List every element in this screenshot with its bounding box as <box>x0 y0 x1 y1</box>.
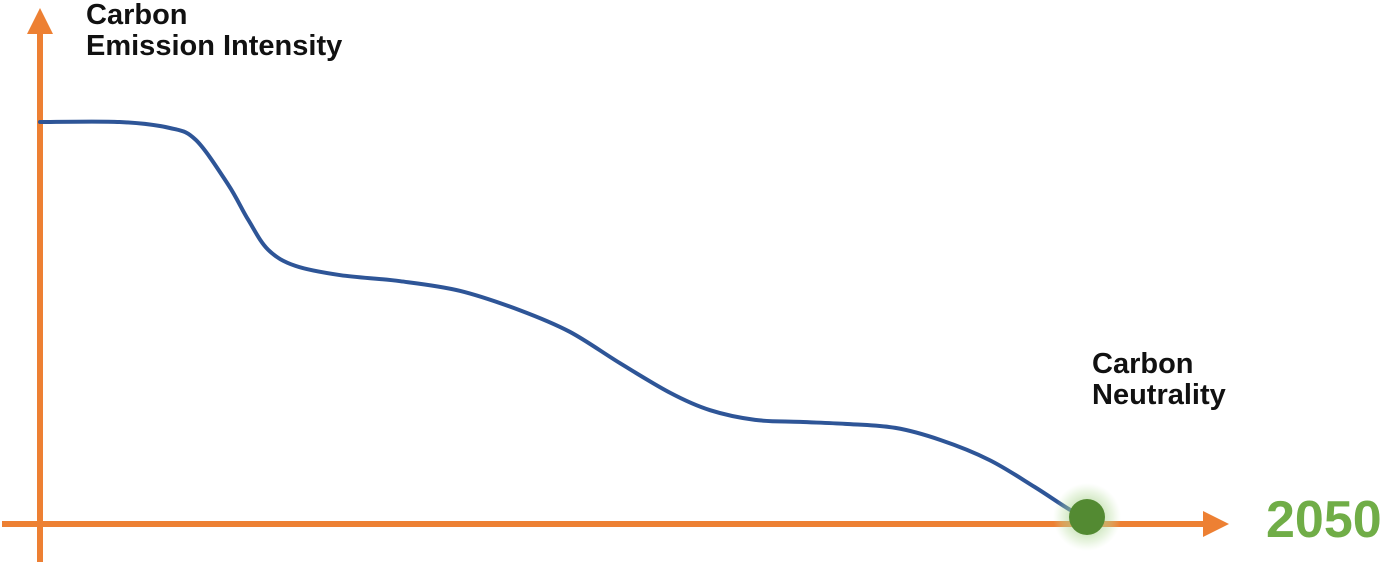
carbon-neutrality-label: Carbon Neutrality <box>1092 349 1226 411</box>
carbon-neutrality-label-line2: Neutrality <box>1092 379 1226 411</box>
y-axis-arrowhead-icon <box>27 8 53 34</box>
carbon-neutrality-dot <box>1069 499 1105 535</box>
y-axis-title-line1: Carbon <box>86 0 188 31</box>
emissions-curve <box>38 119 1089 520</box>
x-axis-arrowhead-icon <box>1203 511 1229 537</box>
x-axis-end-label: 2050 <box>1266 491 1382 549</box>
y-axis-title-line2: Emission Intensity <box>86 30 343 62</box>
y-axis-title: Carbon Emission Intensity <box>86 0 342 62</box>
carbon-neutrality-label-line1: Carbon <box>1092 348 1194 380</box>
